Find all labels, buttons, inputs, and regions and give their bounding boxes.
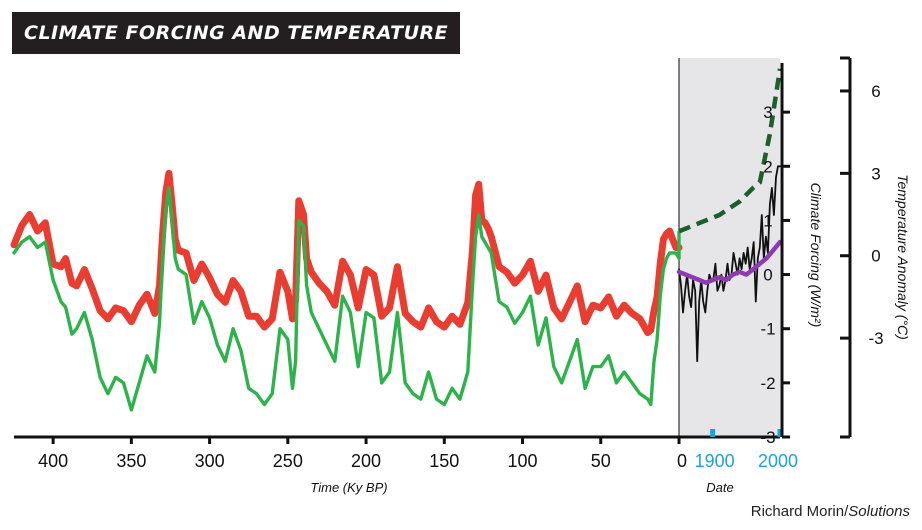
image-credit: Richard Morin/Solutions: [751, 503, 910, 520]
credit-name: Richard Morin/: [750, 503, 849, 520]
modern-forcing-line: [676, 239, 783, 285]
x-tick-label: 350: [116, 451, 146, 471]
forcing-axis-title: Climate Forcing (W/m²): [808, 183, 824, 328]
temperature-tick-label: 0: [871, 247, 880, 266]
chart-title: CLIMATE FORCING AND TEMPERATURE: [24, 22, 449, 44]
x-tick-label: 400: [38, 451, 68, 471]
date-tick-mark: [777, 429, 783, 437]
forcing-tick-label: -3: [760, 428, 775, 447]
paleo-temperature-line: [10, 169, 683, 337]
x-axis-title-time: Time (Ky BP): [310, 480, 387, 495]
temperature-axis-title: Temperature Anomaly (°C): [895, 174, 911, 340]
modern-projection-line: [678, 68, 783, 234]
x-tick-label: 150: [429, 451, 459, 471]
date-tick-label: 2000: [758, 451, 798, 471]
forcing-tick-label: 0: [763, 266, 772, 285]
temperature-tick-label: -3: [868, 329, 883, 348]
x-tick-label: 200: [351, 451, 381, 471]
forcing-tick-label: 2: [763, 157, 772, 176]
date-tick-mark: [710, 429, 716, 437]
chart-title-bar: CLIMATE FORCING AND TEMPERATURE: [12, 12, 461, 54]
x-axis-title-date: Date: [706, 480, 733, 495]
x-tick-label: 0: [677, 451, 687, 471]
x-tick-label: 50: [591, 451, 611, 471]
x-tick-label: 300: [195, 451, 225, 471]
temperature-tick-label: 6: [871, 82, 880, 101]
x-tick-label: 250: [273, 451, 303, 471]
date-tick-label: 1900: [695, 451, 735, 471]
forcing-tick-label: -1: [760, 320, 775, 339]
paleo-forcing-line: [12, 186, 681, 412]
forcing-tick-label: 3: [763, 103, 772, 122]
forcing-tick-label: 1: [763, 211, 772, 230]
temperature-tick-label: 3: [871, 164, 880, 183]
forcing-tick-label: -2: [760, 374, 775, 393]
credit-publication: Solutions: [848, 503, 910, 520]
x-tick-label: 100: [508, 451, 538, 471]
